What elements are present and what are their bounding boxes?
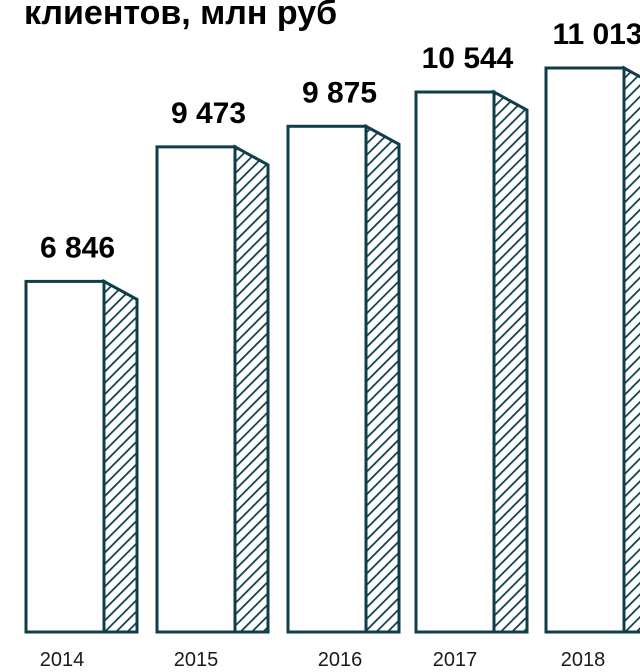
bar-2014 <box>24 279 106 634</box>
bar-side-2017 <box>492 89 529 634</box>
data-label-2016: 9 875 <box>302 76 377 109</box>
bar-2017 <box>414 90 496 634</box>
x-tick-label-2017: 2017 <box>433 649 478 671</box>
x-tick-label-2015: 2015 <box>174 649 219 671</box>
bar-side-2018 <box>622 65 640 634</box>
bars-group: 6 846 2014 9 473 2015 9 875 2016 10 544 2017 11 … <box>24 18 640 671</box>
x-tick-label-2016: 2016 <box>318 649 363 671</box>
x-tick-label-2018: 2018 <box>561 649 606 671</box>
bar-2015 <box>155 145 237 634</box>
bar-2016 <box>286 124 368 634</box>
data-label-2014: 6 846 <box>40 231 115 264</box>
bar-side-2015 <box>233 144 270 634</box>
x-tick-label-2014: 2014 <box>40 649 85 671</box>
bar-side-2014 <box>102 278 139 634</box>
data-label-2017: 10 544 <box>422 42 514 75</box>
bar-2018 <box>544 66 626 634</box>
data-label-2018: 11 013 <box>552 18 640 51</box>
data-label-2015: 9 473 <box>171 97 246 130</box>
bar-side-2016 <box>364 123 401 634</box>
chart-title: клиентов, млн руб <box>24 0 337 32</box>
